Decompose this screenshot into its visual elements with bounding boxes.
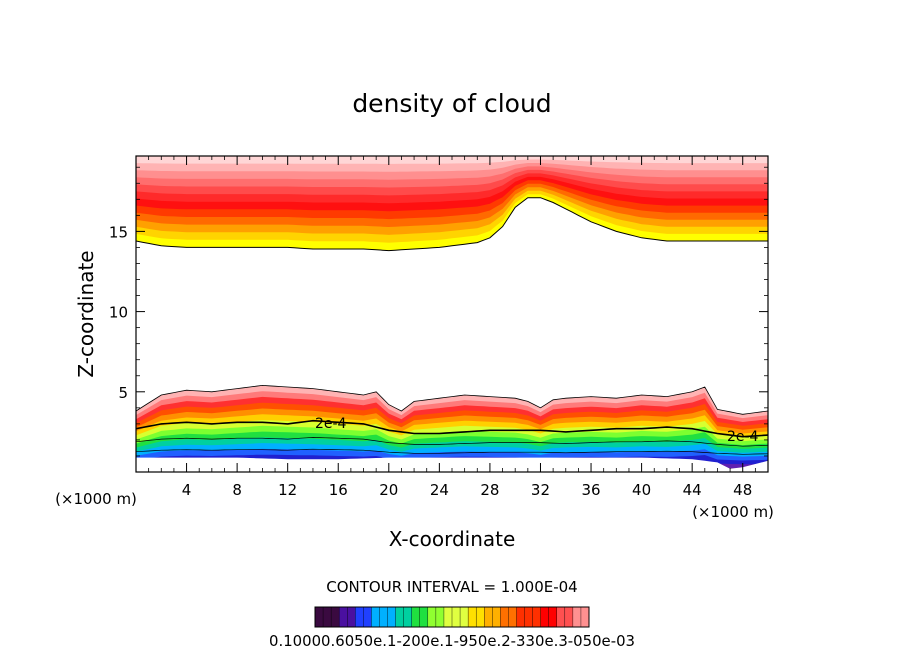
colorbar-cell [564, 606, 574, 628]
colorbar-cell [492, 606, 501, 628]
y-axis-label: Z-coordinate [74, 250, 98, 377]
contour-line [136, 448, 768, 455]
colorbar-cell [443, 606, 453, 628]
colorbar-cell [379, 606, 389, 628]
x-axis-label: X-coordinate [389, 527, 516, 551]
contour-line-2e-4 [136, 419, 768, 438]
colorbar-cell [371, 606, 380, 628]
colorbar-cell [532, 606, 542, 628]
contour-label: 2e-4 [727, 429, 759, 445]
x-tick-label: 4 [182, 481, 192, 499]
y-axis: 5 10 15 [109, 166, 768, 457]
x-axis-unit-right: (×1000 m) [692, 503, 774, 521]
colorbar [314, 606, 590, 628]
colorbar-cell [548, 606, 558, 628]
lower-cloud-boundary [136, 384, 768, 415]
colorbar-cell [355, 606, 364, 628]
x-tick-label: 40 [632, 481, 651, 499]
colorbar-labels: 0.10000.6050e.1-200e.1-950e.2-330e.3-050… [269, 632, 635, 650]
contour-line [136, 437, 768, 447]
colorbar-cell [484, 606, 493, 628]
colorbar-cell [556, 606, 566, 628]
contour-interval-text: CONTOUR INTERVAL = 1.000E-04 [326, 578, 577, 596]
colorbar-cell [347, 606, 356, 628]
colorbar-cell [338, 606, 348, 628]
colorbar-cell [314, 606, 324, 628]
x-tick-label: 24 [430, 481, 449, 499]
x-tick-label: 20 [379, 481, 398, 499]
x-tick-label: 8 [232, 481, 242, 499]
colorbar-cell [403, 606, 413, 628]
colorbar-cell [411, 606, 421, 628]
colorbar-cell [322, 606, 332, 628]
colorbar-cell [500, 606, 509, 628]
colorbar-cell [395, 606, 405, 628]
y-tick-label: 10 [109, 304, 128, 322]
x-tick-label: 12 [278, 481, 297, 499]
colorbar-cell [475, 606, 485, 628]
colorbar-cell [419, 606, 429, 628]
colorbar-cell [427, 606, 437, 628]
x-axis-unit-left: (×1000 m) [55, 490, 137, 508]
x-axis: 4 8 12 16 20 24 28 32 36 40 44 48 [148, 156, 756, 499]
plot-area: 2e-4 2e-4 [136, 156, 768, 472]
chart-title: density of cloud [352, 89, 551, 118]
x-tick-label: 44 [683, 481, 702, 499]
colorbar-cell [508, 606, 517, 628]
y-tick-label: 5 [118, 384, 128, 402]
colorbar-cell [459, 606, 469, 628]
x-tick-label: 36 [581, 481, 600, 499]
x-tick-label: 28 [480, 481, 499, 499]
x-tick-label: 16 [329, 481, 348, 499]
colorbar-cell [387, 606, 397, 628]
colorbar-cell [572, 606, 582, 628]
upper-cloud-boundary [136, 197, 768, 252]
colorbar-cell [467, 606, 477, 628]
colorbar-cell [540, 606, 550, 628]
colorbar-cell [516, 606, 526, 628]
cloud-free-base [136, 457, 768, 472]
colorbar-cell [330, 606, 340, 628]
colorbar-cell [580, 606, 590, 628]
colorbar-cell [363, 606, 372, 628]
y-tick-label: 15 [109, 223, 128, 241]
colorbar-cell [524, 606, 534, 628]
colorbar-frame [314, 606, 590, 628]
colorbar-cell [451, 606, 461, 628]
colorbar-cell [435, 606, 445, 628]
x-tick-label: 32 [531, 481, 550, 499]
contour-label: 2e-4 [315, 416, 347, 432]
x-tick-label: 48 [733, 481, 752, 499]
